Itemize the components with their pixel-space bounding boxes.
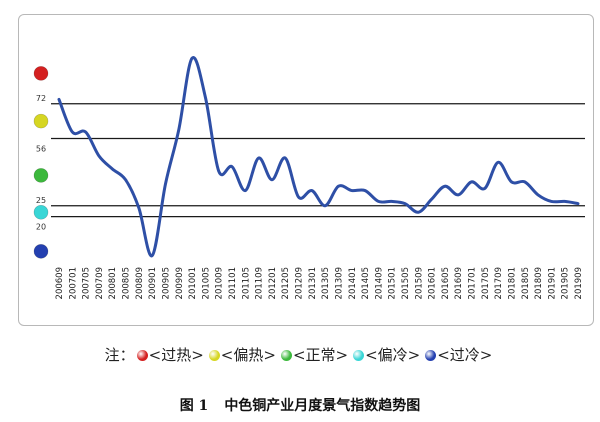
threshold-labels: 72 56 25 20 bbox=[36, 94, 46, 232]
x-tick-labels: 200609 200701 200705 200709 200801 200805 2008… bbox=[55, 267, 584, 299]
x-tick-label: 201209 bbox=[295, 267, 305, 299]
x-tick-label: 200905 bbox=[161, 267, 171, 299]
legend-label: <过热> bbox=[148, 346, 204, 364]
x-tick-label: 200609 bbox=[55, 267, 65, 299]
x-tick-label: 200705 bbox=[82, 267, 92, 299]
x-tick-label: 201505 bbox=[401, 267, 411, 299]
legend-prefix: 注： bbox=[104, 346, 135, 364]
x-tick-label: 201301 bbox=[308, 267, 318, 299]
x-tick-label: 201601 bbox=[428, 267, 438, 299]
legend-label: <偏热> bbox=[220, 346, 276, 364]
x-tick-label: 200709 bbox=[95, 267, 105, 299]
x-tick-label: 201605 bbox=[441, 267, 451, 299]
x-tick-label: 201609 bbox=[454, 267, 464, 299]
x-tick-label: 201705 bbox=[481, 267, 491, 299]
threshold-label: 72 bbox=[36, 94, 46, 103]
legend-dot bbox=[136, 350, 148, 361]
x-tick-label: 201901 bbox=[547, 267, 557, 299]
threshold-label: 56 bbox=[36, 144, 46, 153]
legend-dot bbox=[425, 350, 437, 361]
x-tick-label: 201205 bbox=[281, 267, 291, 299]
series-line bbox=[57, 56, 580, 258]
x-tick-label: 201905 bbox=[561, 267, 571, 299]
chart-frame: 72 56 25 20 200609 200701 200705 200709 200801 2… bbox=[18, 14, 594, 326]
x-tick-label: 201109 bbox=[255, 267, 265, 299]
figure-number: 图 1 bbox=[179, 398, 209, 414]
status-indicator-dot bbox=[33, 66, 49, 81]
x-tick-label: 200909 bbox=[175, 267, 185, 299]
x-tick-label: 201005 bbox=[201, 267, 211, 299]
status-indicators bbox=[33, 66, 49, 259]
x-tick-label: 200901 bbox=[148, 267, 158, 299]
x-tick-label: 201001 bbox=[188, 267, 198, 299]
x-tick-label: 201801 bbox=[507, 267, 517, 299]
x-tick-label: 200809 bbox=[135, 267, 145, 299]
x-tick-label: 201501 bbox=[388, 267, 398, 299]
x-tick-label: 201405 bbox=[361, 267, 371, 299]
x-tick-label: 201201 bbox=[268, 267, 278, 299]
x-tick-label: 201309 bbox=[334, 267, 344, 299]
x-tick-label: 201305 bbox=[321, 267, 331, 299]
status-indicator-dot bbox=[33, 244, 49, 259]
x-tick-label: 200801 bbox=[108, 267, 118, 299]
threshold-label: 25 bbox=[36, 196, 46, 205]
x-tick-label: 200805 bbox=[122, 267, 132, 299]
x-tick-label: 201409 bbox=[374, 267, 384, 299]
x-tick-label: 201809 bbox=[534, 267, 544, 299]
x-tick-label: 200701 bbox=[68, 267, 78, 299]
x-tick-label: 201105 bbox=[241, 267, 251, 299]
legend-label: <偏冷> bbox=[365, 346, 421, 364]
x-tick-label: 201709 bbox=[494, 267, 504, 299]
status-indicator-dot bbox=[33, 113, 49, 129]
status-indicator-dot bbox=[33, 204, 49, 220]
legend: 注： <过热> <偏热> <正常> <偏冷> <过冷> bbox=[0, 344, 600, 365]
figure-caption: 图 1 中色铜产业月度景气指数趋势图 bbox=[0, 395, 600, 415]
legend-dot bbox=[280, 350, 292, 361]
legend-dot bbox=[353, 350, 365, 361]
figure-title: 中色铜产业月度景气指数趋势图 bbox=[224, 398, 421, 414]
x-tick-label: 201805 bbox=[521, 267, 531, 299]
legend-items: <过热> <偏热> <正常> <偏冷> <过冷> bbox=[135, 346, 496, 364]
x-tick-label: 201009 bbox=[215, 267, 225, 299]
x-tick-label: 201909 bbox=[574, 267, 584, 299]
threshold-label: 20 bbox=[36, 223, 46, 232]
legend-label: <正常> bbox=[292, 346, 349, 364]
x-tick-label: 201401 bbox=[348, 267, 358, 299]
x-tick-label: 201701 bbox=[468, 267, 478, 299]
status-indicator-dot bbox=[33, 168, 49, 183]
x-tick-label: 201101 bbox=[228, 267, 238, 299]
legend-dot bbox=[208, 350, 220, 361]
series-lines bbox=[57, 56, 580, 258]
x-tick-label: 201509 bbox=[414, 267, 424, 299]
legend-label: <过冷> bbox=[437, 346, 493, 364]
